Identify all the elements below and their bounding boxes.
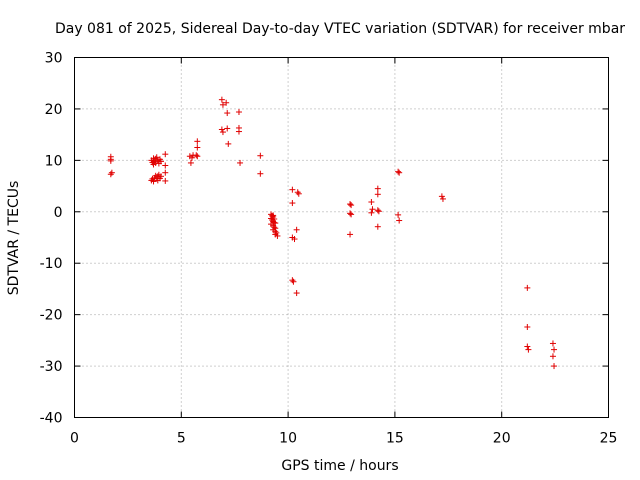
data-point <box>439 195 446 202</box>
data-point <box>237 159 244 166</box>
data-point <box>369 206 376 213</box>
data-point <box>368 209 375 216</box>
data-point <box>293 290 300 297</box>
data-point <box>348 211 355 218</box>
axis-ticks <box>74 57 609 418</box>
data-point <box>219 101 226 108</box>
data-point <box>158 173 165 180</box>
x-axis-label: GPS time / hours <box>281 458 398 474</box>
data-point <box>289 186 296 193</box>
data-point <box>347 210 354 217</box>
data-point <box>162 177 169 184</box>
data-point <box>291 236 298 243</box>
data-point <box>374 191 381 198</box>
y-tick-label: -30 <box>40 359 63 375</box>
y-axis-label: SDTVAR / TECUs <box>6 181 22 296</box>
x-tick-label: 20 <box>493 431 511 447</box>
data-point <box>374 207 381 214</box>
y-tick-label: -40 <box>40 411 63 427</box>
data-point <box>188 154 195 161</box>
x-tick-label: 0 <box>70 431 79 447</box>
data-point <box>225 140 232 147</box>
data-point <box>224 125 231 132</box>
data-point <box>274 232 281 239</box>
data-point <box>295 190 302 197</box>
y-tick-label: -20 <box>40 308 63 324</box>
data-point <box>271 215 278 222</box>
data-point <box>549 353 556 360</box>
data-points <box>107 96 558 370</box>
x-tick-label: 10 <box>279 431 297 447</box>
data-point <box>158 158 165 165</box>
chart-title: Day 081 of 2025, Sidereal Day-to-day VTE… <box>55 21 625 37</box>
data-point <box>551 363 558 370</box>
x-tick-label: 25 <box>600 431 618 447</box>
tick-labels: 0 5 10 15 20 25 -40 -30 -20 -10 0 10 20 30 <box>40 51 618 447</box>
y-tick-label: -10 <box>40 256 63 272</box>
data-point <box>293 226 300 233</box>
data-point <box>223 99 230 106</box>
data-point <box>194 138 201 145</box>
data-point <box>235 109 242 116</box>
data-point <box>162 162 169 169</box>
data-point <box>348 202 355 209</box>
data-point <box>524 284 531 291</box>
data-point <box>272 220 279 227</box>
data-point <box>525 346 532 353</box>
data-point <box>289 200 296 207</box>
data-point <box>347 201 354 208</box>
data-point <box>150 178 157 185</box>
data-point <box>218 126 225 133</box>
data-point <box>219 129 226 136</box>
data-point <box>162 169 169 176</box>
data-point <box>187 159 194 166</box>
data-point <box>235 128 242 135</box>
y-tick-label: 30 <box>45 51 63 67</box>
data-point <box>194 144 201 151</box>
data-point <box>549 340 556 347</box>
data-point <box>257 152 264 159</box>
data-point <box>347 231 354 238</box>
data-point <box>374 185 381 192</box>
data-point <box>153 154 160 161</box>
plot-frame <box>74 57 609 418</box>
data-point <box>218 96 225 103</box>
data-point <box>154 177 161 184</box>
data-point <box>551 346 558 353</box>
data-point <box>107 171 114 178</box>
data-point <box>375 208 382 215</box>
y-tick-label: 10 <box>45 153 63 169</box>
data-point <box>395 211 402 218</box>
data-point <box>257 170 264 177</box>
data-point <box>162 151 169 158</box>
y-tick-label: 20 <box>45 102 63 118</box>
data-point <box>290 278 297 285</box>
data-point <box>395 168 402 175</box>
data-point <box>438 193 445 200</box>
data-point <box>524 343 531 350</box>
data-point <box>194 153 201 160</box>
data-point <box>107 157 114 164</box>
data-point <box>368 199 375 206</box>
data-point <box>374 223 381 230</box>
grid-lines <box>74 57 609 418</box>
x-tick-label: 15 <box>386 431 404 447</box>
data-point <box>270 212 277 219</box>
data-point <box>224 110 231 117</box>
data-point <box>396 217 403 224</box>
data-point <box>271 224 278 231</box>
data-point <box>524 323 531 330</box>
data-point <box>396 169 403 176</box>
x-tick-label: 5 <box>177 431 186 447</box>
data-point <box>193 152 200 159</box>
data-point <box>150 155 157 162</box>
y-tick-label: 0 <box>54 205 63 221</box>
